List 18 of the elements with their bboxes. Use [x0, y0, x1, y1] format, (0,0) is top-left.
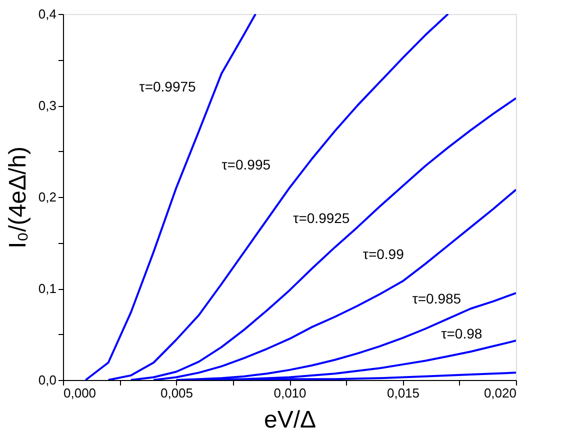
x-tick-label: 0,005 — [160, 386, 194, 400]
series-label: τ=0.99 — [362, 246, 404, 262]
y-tick-label: 0,1 — [38, 281, 56, 296]
y-tick-label: 0,3 — [38, 98, 56, 113]
y-tick-label: 0,0 — [38, 372, 56, 388]
x-tick-label: 0,015 — [386, 386, 420, 400]
x-tick-label: 0,020 — [484, 386, 516, 400]
series-label: τ=0.9975 — [139, 78, 196, 94]
x-tick-label: 0,010 — [274, 386, 306, 400]
x-axis-title: eV/Δ — [264, 406, 316, 434]
series-label: τ=0.9925 — [293, 210, 350, 226]
series-label: τ=0.985 — [412, 290, 462, 307]
series-label: τ=0.995 — [222, 156, 271, 173]
series-label: τ=0.98 — [441, 326, 482, 342]
y-tick-label: 0,4 — [38, 6, 56, 22]
y-axis-title: I₀/(4eΔ/h) — [4, 146, 32, 249]
y-tick-label: 0,2 — [38, 190, 56, 204]
x-tick-label: 0,000 — [64, 386, 96, 400]
